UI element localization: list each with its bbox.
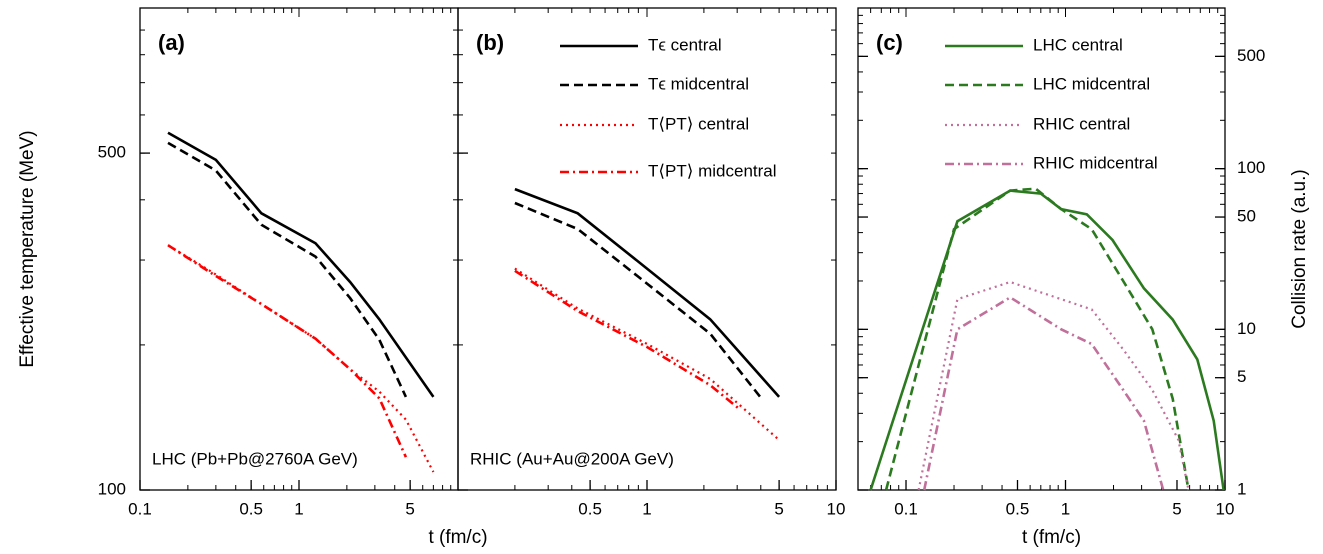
legend-label: LHC central: [1033, 35, 1123, 54]
x-tick-label: 5: [405, 499, 414, 518]
legend-label: RHIC midcentral: [1033, 153, 1158, 172]
panel-title: (b): [476, 30, 504, 55]
x-axis-title: t (fm/c): [428, 527, 487, 548]
data-line: [917, 280, 1190, 491]
y-tick-label: 100: [98, 479, 126, 498]
panel-title: (a): [158, 30, 185, 55]
x-tick-label: 0.5: [239, 499, 263, 518]
legend-label: Tϵ central: [648, 35, 722, 54]
x-tick-label: 10: [827, 499, 846, 518]
annotation: RHIC (Au+Au@200A GeV): [470, 449, 674, 468]
data-line: [922, 295, 1165, 491]
data-line: [514, 269, 741, 411]
y2-tick-label: 10: [1237, 319, 1256, 338]
x-tick-label: 1: [1061, 499, 1070, 518]
data-line: [167, 244, 435, 473]
x-tick-label: 0.5: [578, 499, 602, 518]
y2-tick-label: 100: [1237, 158, 1265, 177]
y2-axis-title: Collision rate (a.u.): [1289, 169, 1310, 328]
plot-frame: [139, 7, 459, 491]
legend-label: T⟨PT⟩ central: [648, 114, 749, 133]
legend-label: Tϵ midcentral: [648, 74, 749, 93]
data-line: [884, 187, 1190, 491]
y-axis-title: Effective temperature (MeV): [17, 130, 38, 367]
x-tick-label: 1: [294, 499, 303, 518]
annotation: LHC (Pb+Pb@2760A GeV): [152, 449, 358, 468]
y-tick-label: 500: [98, 143, 126, 162]
y2-tick-label: 5: [1237, 367, 1246, 386]
data-line: [167, 141, 408, 398]
x-tick-label: 10: [1216, 499, 1235, 518]
plot-frame: [857, 7, 1226, 491]
x-tick-label: 5: [774, 499, 783, 518]
data-line: [869, 189, 1225, 491]
legend-label: LHC midcentral: [1033, 74, 1150, 93]
data-line: [514, 187, 781, 398]
y2-tick-label: 1: [1237, 479, 1246, 498]
data-line: [514, 201, 762, 398]
legend-label: T⟨PT⟩ midcentral: [648, 161, 777, 180]
panel-title: (c): [876, 30, 903, 55]
x-tick-label: 5: [1172, 499, 1181, 518]
x-axis-title: t (fm/c): [1022, 527, 1081, 548]
y2-tick-label: 500: [1237, 46, 1265, 65]
y2-tick-label: 50: [1237, 207, 1256, 226]
data-line: [167, 244, 408, 458]
x-tick-label: 1: [642, 499, 651, 518]
plot-frame: [457, 7, 837, 491]
data-line: [514, 267, 780, 441]
data-line: [167, 131, 435, 398]
x-tick-label: 0.5: [1006, 499, 1030, 518]
x-tick-label: 0.1: [128, 499, 152, 518]
x-tick-label: 0.1: [894, 499, 918, 518]
legend-label: RHIC central: [1033, 114, 1130, 133]
